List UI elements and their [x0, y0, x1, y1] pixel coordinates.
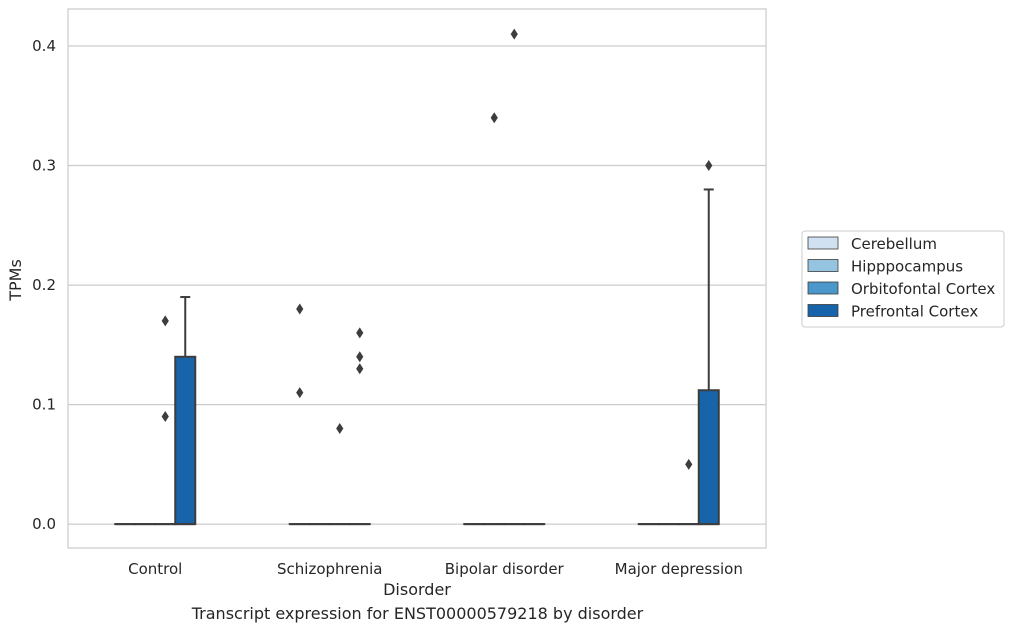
- outlier-point: [510, 28, 518, 40]
- box-3-3: [697, 160, 720, 526]
- box-series: [114, 28, 720, 526]
- x-tick-labels: Control Schizophrenia Bipolar disorder Majo…: [128, 560, 743, 578]
- box-2-2: [503, 28, 526, 526]
- y-tick-label: 0.2: [32, 276, 56, 294]
- legend-label: Orbitofontal Cortex: [851, 280, 995, 298]
- outlier-point: [490, 112, 498, 124]
- box-1-0: [288, 303, 311, 526]
- x-tick-label: Schizophrenia: [277, 560, 382, 578]
- outlier-point: [356, 351, 364, 363]
- outlier-point: [161, 411, 169, 423]
- x-tick-label: Major depression: [615, 560, 743, 578]
- y-tick-label: 0.4: [32, 37, 56, 55]
- y-tick-label: 0.0: [32, 515, 56, 533]
- legend: Cerebellum Hipppocampus Orbitofontal Corte…: [801, 230, 1005, 328]
- outlier-point: [685, 458, 693, 470]
- y-tick-labels: 0.0 0.1 0.2 0.3 0.4: [32, 37, 56, 533]
- outlier-point: [161, 315, 169, 327]
- box-2-1: [483, 112, 506, 526]
- box-0-3: [174, 296, 197, 526]
- outlier-point: [336, 422, 344, 434]
- legend-swatch: [807, 304, 839, 317]
- box-plot-chart: 0.0 0.1 0.2 0.3 0.4 Control Schizophrenia Bipo…: [6, 8, 1005, 599]
- legend-label: Prefrontal Cortex: [851, 303, 978, 321]
- outlier-point: [296, 387, 304, 399]
- outlier-point: [296, 303, 304, 315]
- box-body: [697, 389, 720, 526]
- legend-swatch: [807, 281, 839, 295]
- x-tick-label: Bipolar disorder: [445, 560, 565, 578]
- y-axis-label: TPMs: [6, 259, 25, 302]
- plot-frame: [67, 8, 767, 549]
- legend-frame: [801, 230, 1005, 328]
- box-3-2: [677, 458, 700, 526]
- x-tick-label: Control: [128, 560, 182, 578]
- legend-label: Cerebellum: [851, 235, 937, 253]
- chart-caption: Transcript expression for ENST0000057921…: [191, 604, 644, 623]
- legend-label: Hipppocampus: [851, 258, 963, 276]
- legend-swatch: [807, 259, 839, 272]
- box-1-3: [348, 327, 371, 526]
- legend-swatch: [807, 236, 839, 250]
- y-tick-label: 0.3: [32, 157, 56, 175]
- box-0-2: [154, 315, 177, 526]
- outlier-point: [705, 160, 713, 172]
- box-1-2: [328, 422, 351, 526]
- y-tick-label: 0.1: [32, 396, 56, 414]
- outlier-point: [356, 327, 364, 339]
- box-body: [174, 355, 197, 526]
- gridlines: [68, 45, 766, 525]
- outlier-point: [356, 363, 364, 375]
- x-axis-label: Disorder: [383, 580, 451, 599]
